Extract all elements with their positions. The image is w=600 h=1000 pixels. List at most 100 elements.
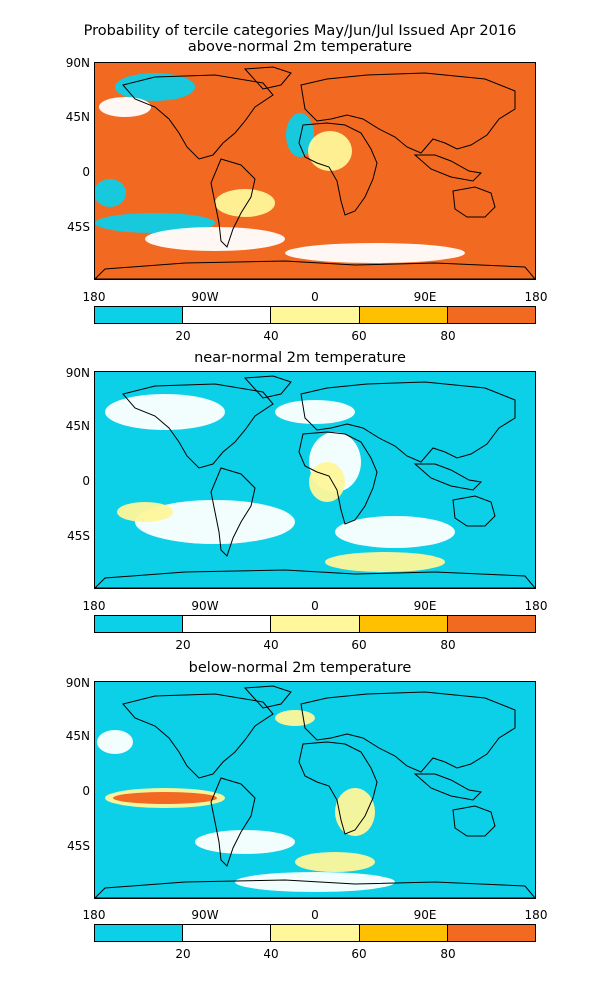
lat-label: 0: [82, 474, 90, 488]
probability-region: [95, 179, 126, 207]
lat-label: 45N: [65, 729, 90, 743]
continent-outline: [300, 381, 516, 463]
probability-region: [95, 213, 215, 233]
colorbar-label: 20: [175, 329, 191, 343]
colorbar: [94, 306, 536, 324]
probability-region: [275, 710, 315, 726]
continent-outline: [243, 375, 292, 399]
lon-label: 90E: [413, 908, 437, 922]
continent-outline: [300, 691, 516, 773]
lon-label: 0: [311, 599, 319, 613]
continent-outline: [122, 693, 274, 779]
probability-region: [135, 500, 295, 544]
map-above-normal: [94, 62, 536, 280]
colorbar-label: 60: [351, 638, 367, 652]
colorbar-label: 40: [263, 638, 279, 652]
colorbar-segment: [359, 616, 448, 632]
colorbar-label: 40: [263, 329, 279, 343]
colorbar-segment: [271, 925, 360, 941]
continent-outline: [122, 383, 274, 469]
probability-region: [308, 131, 352, 171]
continent-outline: [298, 431, 378, 525]
lat-label: 45N: [65, 110, 90, 124]
lon-label: 180: [524, 908, 548, 922]
colorbar-segment: [271, 307, 360, 323]
lon-label: 90E: [413, 290, 437, 304]
lat-label: 90N: [65, 676, 90, 690]
colorbar-label: 40: [263, 947, 279, 961]
continent-outline: [452, 805, 496, 837]
lon-label: 180: [82, 290, 106, 304]
lon-label: 180: [524, 599, 548, 613]
lat-label: 45S: [67, 220, 90, 234]
lon-label: 180: [82, 908, 106, 922]
lon-label: 90W: [191, 908, 219, 922]
probability-region: [215, 189, 275, 217]
colorbar: [94, 924, 536, 942]
colorbar-segment: [447, 307, 536, 323]
probability-region: [113, 792, 217, 804]
panel-title-below: below-normal 2m temperature: [188, 660, 412, 676]
colorbar-label: 60: [351, 947, 367, 961]
colorbar-segment: [359, 925, 448, 941]
lon-label: 0: [311, 908, 319, 922]
colorbar-label: 60: [351, 329, 367, 343]
continent-outline: [122, 74, 274, 160]
colorbar-label: 80: [440, 947, 456, 961]
map-near-normal: [94, 371, 536, 589]
continent-outline: [243, 66, 292, 90]
lat-label: 90N: [65, 56, 90, 70]
lat-label: 45N: [65, 419, 90, 433]
probability-region: [145, 227, 285, 251]
colorbar-segment: [95, 925, 184, 941]
colorbar-segment: [95, 616, 184, 632]
colorbar-segment: [183, 925, 272, 941]
probability-region: [285, 243, 465, 263]
continent-outline: [452, 186, 496, 218]
panel-title-near: near-normal 2m temperature: [194, 350, 406, 366]
lon-label: 180: [524, 290, 548, 304]
lon-label: 90E: [413, 599, 437, 613]
colorbar-label: 80: [440, 329, 456, 343]
lat-label: 45S: [67, 839, 90, 853]
colorbar-segment: [183, 307, 272, 323]
continent-outline: [243, 685, 292, 709]
lat-label: 0: [82, 784, 90, 798]
colorbar-label: 20: [175, 947, 191, 961]
continent-outline: [95, 260, 535, 279]
panel-title-above: above-normal 2m temperature: [187, 39, 413, 55]
probability-region: [117, 502, 173, 522]
continent-outline: [210, 158, 256, 248]
lon-label: 90W: [191, 290, 219, 304]
continent-outline: [298, 741, 378, 835]
probability-region: [335, 788, 375, 836]
probability-region: [286, 113, 314, 157]
probability-region: [325, 552, 445, 572]
probability-region: [275, 400, 355, 424]
continent-outline: [300, 72, 516, 154]
figure-title: Probability of tercile categories May/Ju…: [83, 23, 517, 39]
colorbar: [94, 615, 536, 633]
probability-region: [115, 73, 195, 101]
map-below-normal: [94, 681, 536, 899]
colorbar-segment: [359, 307, 448, 323]
continent-outline: [452, 495, 496, 527]
colorbar-segment: [447, 925, 536, 941]
colorbar-segment: [183, 616, 272, 632]
probability-region: [97, 730, 133, 754]
lon-label: 0: [311, 290, 319, 304]
colorbar-label: 80: [440, 638, 456, 652]
continent-outline: [95, 879, 535, 898]
colorbar-segment: [271, 616, 360, 632]
continent-outline: [413, 154, 483, 182]
continent-outline: [298, 122, 378, 216]
colorbar-segment: [95, 307, 184, 323]
lon-label: 180: [82, 599, 106, 613]
continent-outline: [413, 463, 483, 491]
probability-region: [309, 462, 345, 502]
lat-label: 45S: [67, 529, 90, 543]
colorbar-label: 20: [175, 638, 191, 652]
continent-outline: [210, 777, 256, 867]
probability-region: [105, 394, 225, 430]
probability-region: [195, 830, 295, 854]
